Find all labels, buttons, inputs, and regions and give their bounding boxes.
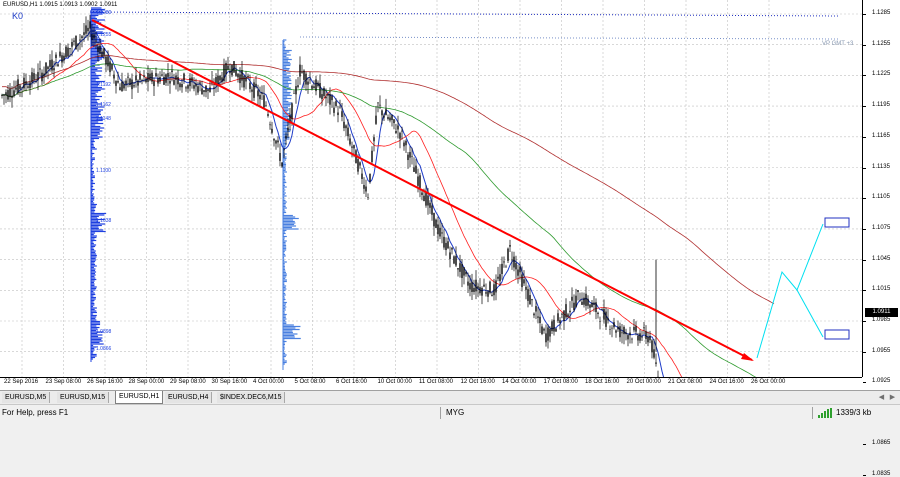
time-tick: 10 Oct 00:00 [378, 379, 412, 385]
vp-label: VP GMT +3 [822, 41, 853, 47]
time-tick: 18 Oct 16:00 [585, 379, 619, 385]
status-divider [812, 407, 813, 419]
tab-scroll: ◀ ▶ [876, 392, 900, 403]
time-tick: 23 Sep 08:00 [46, 379, 82, 385]
scroll-right-icon[interactable]: ▶ [887, 392, 898, 403]
chart-area[interactable]: 1.1280 1.1255 1.1192 1.1162 1.1148 1.1100 1.10… [0, 0, 900, 390]
time-tick: 11 Oct 08:00 [419, 379, 453, 385]
projection-lines [757, 218, 849, 358]
time-tick: 29 Sep 08:00 [170, 379, 206, 385]
vp-level-label: 1.1255 [96, 32, 112, 38]
time-scale[interactable]: 22 Sep 2016 23 Sep 08:00 26 Sep 16:00 28 Se… [0, 377, 862, 391]
status-divider [440, 407, 441, 419]
time-tick: 22 Sep 2016 [4, 379, 38, 385]
time-tick: 14 Oct 00:00 [502, 379, 536, 385]
time-tick: 28 Sep 00:00 [129, 379, 165, 385]
time-tick: 21 Oct 08:00 [668, 379, 702, 385]
vp-level-label: 1.1162 [96, 102, 111, 108]
volume-profile-left [91, 8, 106, 362]
target-box-lower [825, 330, 849, 339]
time-tick: 4 Oct 00:00 [253, 379, 284, 385]
time-tick: 20 Oct 00:00 [627, 379, 661, 385]
vp-level-label: 1.1038 [96, 218, 112, 224]
time-tick: 30 Sep 16:00 [212, 379, 248, 385]
time-tick: 5 Oct 08:00 [295, 379, 326, 385]
time-tick: 26 Oct 00:00 [751, 379, 785, 385]
vp-level-label: 1.0898 [96, 329, 112, 335]
indicator-label: K0 [12, 11, 23, 21]
status-help-text: For Help, press F1 [2, 408, 68, 417]
status-traffic: 1339/3 kb [836, 408, 871, 417]
time-tick: 17 Oct 08:00 [544, 379, 578, 385]
target-box-upper [825, 218, 849, 227]
tab-eurusd-m15[interactable]: EURUSD,M15 [57, 392, 109, 403]
price-bars [1, 15, 774, 377]
tab--index-dec6-m15[interactable]: $INDEX.DEC6,M15 [217, 392, 285, 403]
vp-level-label: 1.1280 [96, 10, 112, 16]
chart-grid [0, 0, 862, 377]
scroll-left-icon[interactable]: ◀ [876, 392, 887, 403]
vp-level-label: 1.1192 [96, 82, 111, 88]
tab-eurusd-h1[interactable]: EURUSD,H1 [115, 391, 163, 404]
chart-header: EURUSD,H1 1.0915 1.0913 1.0902 1.0911 [3, 2, 117, 8]
tab-eurusd-h4[interactable]: EURUSD,H4 [165, 392, 212, 403]
time-tick: 12 Oct 16:00 [461, 379, 495, 385]
vp-level-label: 1.0866 [96, 346, 112, 352]
connection-bars-icon[interactable] [818, 408, 832, 418]
status-bar: For Help, press F1 MYG 1339/3 kb [0, 404, 900, 421]
time-tick: 6 Oct 16:00 [336, 379, 367, 385]
tab-eurusd-m5[interactable]: EURUSD,M5 [2, 392, 50, 403]
status-profile: MYG [446, 408, 464, 417]
time-tick: 24 Oct 16:00 [710, 379, 744, 385]
vp-level-label: 1.1100 [96, 168, 111, 174]
price-chart[interactable]: 1.1280 1.1255 1.1192 1.1162 1.1148 1.1100 1.10… [0, 0, 862, 377]
trendline [92, 20, 754, 361]
current-price-marker: 1.0911 [865, 308, 898, 317]
time-tick: 26 Sep 16:00 [87, 379, 123, 385]
vp-level-label: 1.1148 [96, 116, 111, 122]
